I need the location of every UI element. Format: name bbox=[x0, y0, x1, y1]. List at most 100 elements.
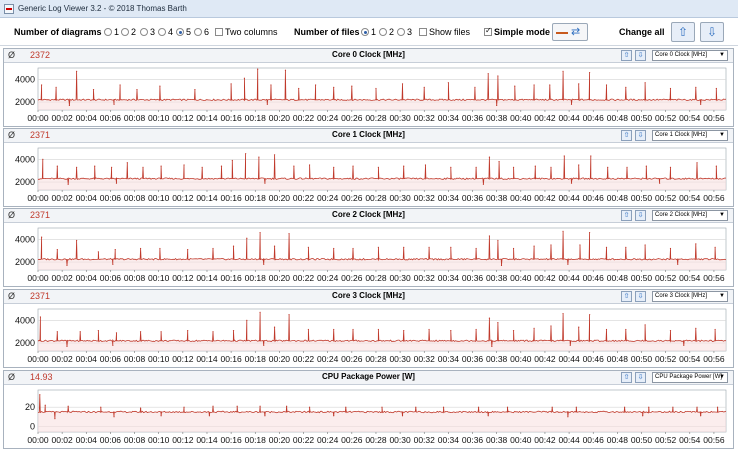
x-tick-label: 00:36 bbox=[462, 354, 484, 364]
files-radio-2[interactable]: 2 bbox=[379, 27, 394, 37]
diagram-title: Core 3 Clock [MHz] bbox=[332, 291, 405, 300]
panel-down-button[interactable]: ⇩ bbox=[635, 210, 646, 221]
x-tick-label: 00:42 bbox=[534, 354, 556, 364]
panel-up-button[interactable]: ⇧ bbox=[621, 210, 632, 221]
series-line bbox=[37, 312, 727, 347]
series-select[interactable]: Core 0 Clock [MHz] ▼ bbox=[652, 50, 728, 61]
series-select[interactable]: Core 2 Clock [MHz] ▼ bbox=[652, 210, 728, 221]
data-point bbox=[589, 314, 591, 316]
x-tick-label: 00:46 bbox=[583, 193, 605, 203]
x-tick-label: 00:24 bbox=[317, 354, 339, 364]
diagrams-radio-2[interactable]: 2 bbox=[121, 27, 136, 37]
panel-down-button[interactable]: ⇩ bbox=[635, 130, 646, 141]
diagrams-radio-4[interactable]: 4 bbox=[158, 27, 173, 37]
x-tick-label: 00:42 bbox=[534, 113, 556, 123]
panel-down-button[interactable]: ⇩ bbox=[635, 50, 646, 61]
title-bar: Generic Log Viewer 3.2 - © 2018 Thomas B… bbox=[0, 0, 738, 18]
series-select[interactable]: CPU Package Power [W] ▼ bbox=[652, 372, 728, 383]
x-tick-label: 00:06 bbox=[100, 435, 122, 445]
data-point bbox=[423, 86, 425, 88]
x-tick-label: 00:26 bbox=[341, 193, 363, 203]
data-point bbox=[533, 84, 535, 86]
series-select[interactable]: Core 3 Clock [MHz] ▼ bbox=[652, 291, 728, 302]
data-point bbox=[257, 68, 259, 70]
x-tick-label: 00:46 bbox=[583, 113, 605, 123]
panel-up-button[interactable]: ⇧ bbox=[621, 130, 632, 141]
radio-dot-icon bbox=[361, 28, 369, 36]
x-tick-label: 00:44 bbox=[558, 193, 580, 203]
show-files-checkbox[interactable]: Show files bbox=[419, 27, 470, 37]
data-point bbox=[187, 248, 189, 251]
data-point bbox=[208, 415, 210, 417]
simple-mode-checkbox[interactable]: Simple mode bbox=[484, 26, 550, 37]
data-point bbox=[700, 415, 702, 417]
data-point bbox=[333, 415, 335, 417]
checkbox-icon bbox=[484, 26, 492, 36]
diagrams-radio-5[interactable]: 5 bbox=[176, 27, 191, 37]
series-select-value: Core 1 Clock [MHz] bbox=[655, 132, 708, 138]
data-point bbox=[230, 83, 232, 85]
y-tick-label: 20 bbox=[25, 402, 35, 412]
x-tick-label: 00:54 bbox=[679, 193, 701, 203]
radio-dot-icon bbox=[176, 28, 184, 36]
x-tick-label: 00:26 bbox=[341, 354, 363, 364]
x-tick-label: 00:02 bbox=[51, 354, 73, 364]
chevron-down-icon: ▼ bbox=[719, 132, 725, 138]
data-point bbox=[136, 88, 138, 91]
x-tick-label: 00:26 bbox=[341, 435, 363, 445]
files-radio-3[interactable]: 3 bbox=[397, 27, 412, 37]
panel-up-button[interactable]: ⇧ bbox=[621, 50, 632, 61]
x-tick-label: 00:08 bbox=[124, 354, 146, 364]
x-tick-label: 00:44 bbox=[558, 354, 580, 364]
series-area bbox=[38, 99, 726, 110]
toolbar: Number of diagrams 1 2 3 4 5 6 Two colum… bbox=[0, 18, 738, 46]
data-point bbox=[488, 317, 491, 319]
x-tick-label: 00:54 bbox=[679, 273, 701, 283]
panel-down-button[interactable]: ⇩ bbox=[635, 372, 646, 383]
x-tick-label: 00:44 bbox=[558, 113, 580, 123]
data-point bbox=[589, 231, 591, 234]
data-point bbox=[401, 415, 404, 417]
arrow-up-icon: ⇧ bbox=[677, 25, 689, 39]
series-select[interactable]: Core 1 Clock [MHz] ▼ bbox=[652, 130, 728, 141]
panel-down-button[interactable]: ⇩ bbox=[635, 291, 646, 302]
x-tick-label: 00:44 bbox=[558, 273, 580, 283]
data-point bbox=[715, 165, 717, 167]
two-columns-checkbox[interactable]: Two columns bbox=[215, 27, 278, 37]
x-tick-label: 00:38 bbox=[486, 193, 508, 203]
y-tick-label: 2000 bbox=[15, 97, 35, 107]
x-tick-label: 00:12 bbox=[172, 113, 194, 123]
average-symbol: Ø bbox=[8, 210, 16, 220]
radio-dot-icon bbox=[104, 28, 112, 36]
data-point bbox=[39, 394, 41, 396]
checkbox-icon bbox=[419, 28, 427, 36]
diagrams-radio-6[interactable]: 6 bbox=[194, 27, 209, 37]
data-point bbox=[482, 183, 484, 185]
panel-up-button[interactable]: ⇧ bbox=[621, 372, 632, 383]
data-point bbox=[428, 246, 430, 248]
data-point bbox=[307, 328, 309, 331]
move-up-button[interactable]: ⇧ bbox=[671, 22, 695, 42]
panel-up-button[interactable]: ⇧ bbox=[621, 291, 632, 302]
diagrams-radio-1[interactable]: 1 bbox=[104, 27, 119, 37]
average-value: 2371 bbox=[30, 291, 51, 301]
data-point bbox=[487, 73, 489, 75]
x-tick-label: 00:48 bbox=[607, 113, 629, 123]
data-point bbox=[475, 166, 477, 168]
data-point bbox=[498, 161, 500, 163]
data-point bbox=[403, 165, 405, 167]
move-down-button[interactable]: ⇩ bbox=[700, 22, 724, 42]
x-tick-label: 00:10 bbox=[148, 354, 170, 364]
data-point bbox=[642, 415, 644, 417]
data-point bbox=[562, 70, 564, 73]
data-point bbox=[428, 328, 430, 331]
data-point bbox=[487, 415, 489, 417]
x-tick-label: 00:28 bbox=[365, 354, 387, 364]
swap-mode-button[interactable]: ⇄ bbox=[552, 23, 588, 41]
data-point bbox=[68, 104, 70, 107]
x-tick-label: 00:32 bbox=[414, 273, 436, 283]
files-label: Number of files bbox=[294, 27, 360, 37]
files-radio-1[interactable]: 1 bbox=[361, 27, 376, 37]
diagrams-radio-3[interactable]: 3 bbox=[140, 27, 155, 37]
